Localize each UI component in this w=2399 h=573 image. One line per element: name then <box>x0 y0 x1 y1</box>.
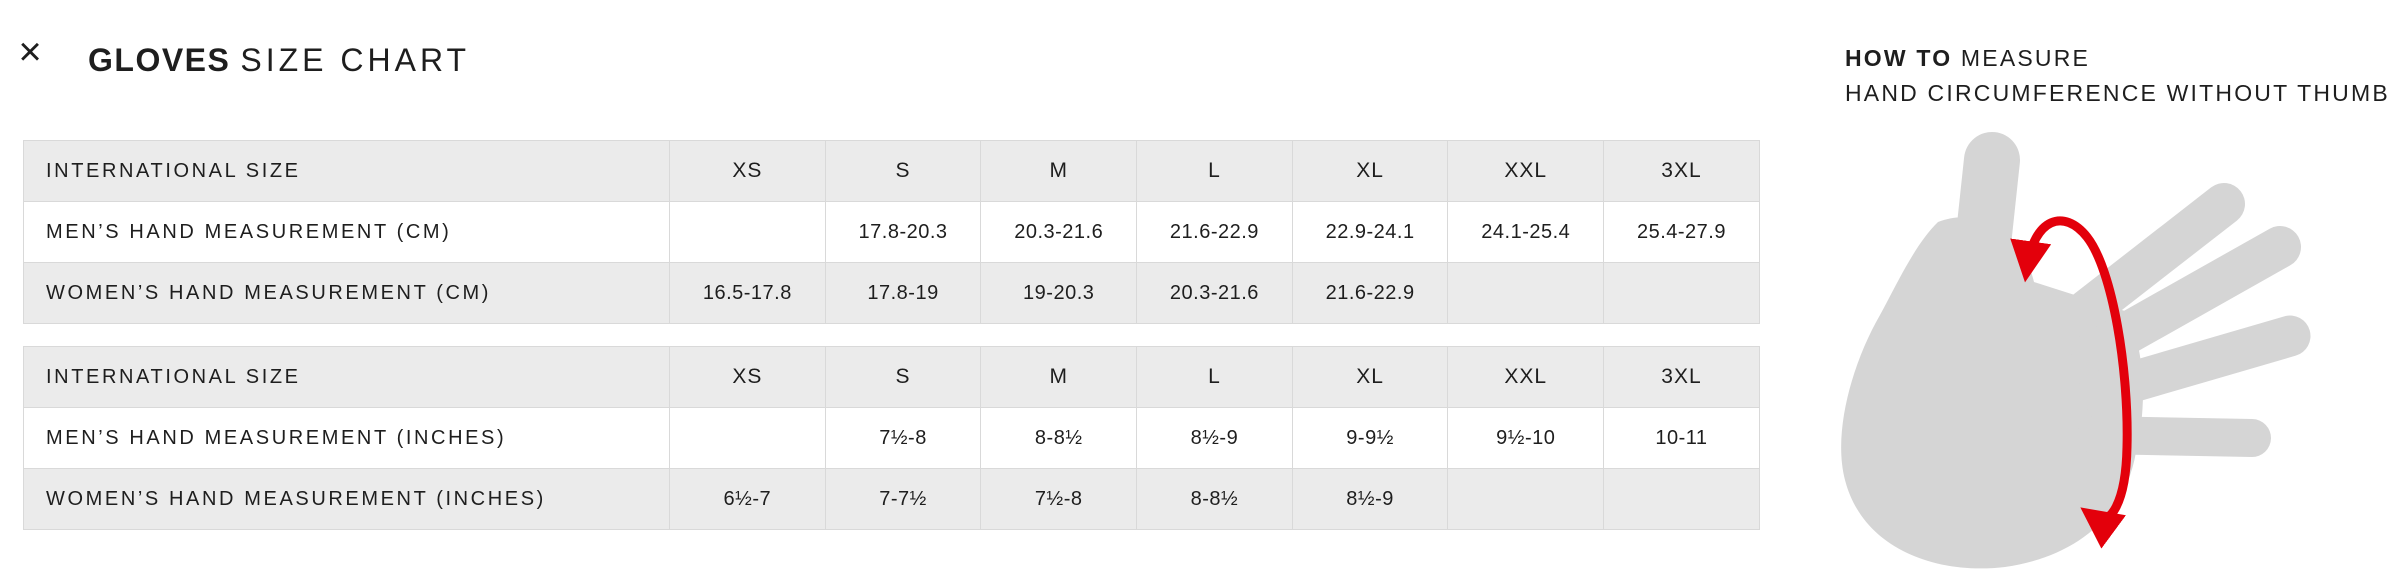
size-value-cell <box>1447 468 1605 530</box>
size-header-cell: S <box>824 140 982 202</box>
pinky-finger <box>2077 416 2271 457</box>
size-header-cell: M <box>980 140 1138 202</box>
size-header-cell: XXL <box>1447 346 1605 408</box>
corner-header-cell: INTERNATIONAL SIZE <box>23 140 670 202</box>
howto-line2: HAND CIRCUMFERENCE WITHOUT THUMB <box>1845 80 2390 106</box>
size-header-cell: XXL <box>1447 140 1605 202</box>
size-value-cell: 22.9-24.1 <box>1291 201 1449 263</box>
size-header-cell: XL <box>1291 346 1449 408</box>
table-row: WOMEN’S HAND MEASUREMENT (CM) 16.5-17.8 17… <box>23 262 1760 324</box>
size-value-cell: 7-7½ <box>824 468 982 530</box>
size-value-cell: 9-9½ <box>1291 407 1449 469</box>
size-header-cell: XS <box>669 346 826 408</box>
size-header-cell: 3XL <box>1603 346 1760 408</box>
page-title-bold: GLOVES <box>88 42 231 78</box>
close-icon[interactable]: × <box>8 30 52 74</box>
howto-heading: HOW TO MEASURE HAND CIRCUMFERENCE WITHOU… <box>1845 41 2390 111</box>
size-value-cell: 24.1-25.4 <box>1447 201 1605 263</box>
size-header-cell: M <box>980 346 1138 408</box>
size-value-cell <box>669 407 826 469</box>
row-label-cell: WOMEN’S HAND MEASUREMENT (INCHES) <box>23 468 670 530</box>
size-table-cm: INTERNATIONAL SIZE XS S M L XL XXL 3XL MEN’S HAN… <box>23 140 1760 324</box>
row-label-cell: MEN’S HAND MEASUREMENT (CM) <box>23 201 670 263</box>
hand-measure-illustration <box>1841 132 2311 569</box>
howto-line1: HOW TO MEASURE <box>1845 41 2390 76</box>
corner-header-cell: INTERNATIONAL SIZE <box>23 346 670 408</box>
size-value-cell: 19-20.3 <box>980 262 1138 324</box>
size-value-cell: 7½-8 <box>824 407 982 469</box>
size-value-cell: 20.3-21.6 <box>1136 262 1293 324</box>
size-header-cell: L <box>1136 346 1293 408</box>
size-value-cell: 16.5-17.8 <box>669 262 826 324</box>
table-row: MEN’S HAND MEASUREMENT (INCHES) 7½-8 8-8½ 8… <box>23 407 1760 469</box>
row-label-cell: WOMEN’S HAND MEASUREMENT (CM) <box>23 262 670 324</box>
ring-finger <box>2077 315 2311 413</box>
size-value-cell: 8-8½ <box>1136 468 1293 530</box>
page-title-rest: SIZE CHART <box>240 42 471 78</box>
size-header-cell: XS <box>669 140 826 202</box>
size-value-cell: 21.6-22.9 <box>1136 201 1293 263</box>
size-header-cell: 3XL <box>1603 140 1760 202</box>
size-tables: INTERNATIONAL SIZE XS S M L XL XXL 3XL MEN’S HAN… <box>23 140 1760 530</box>
size-header-cell: S <box>824 346 982 408</box>
size-value-cell: 20.3-21.6 <box>980 201 1138 263</box>
size-value-cell: 7½-8 <box>980 468 1138 530</box>
table-header-row: INTERNATIONAL SIZE XS S M L XL XXL 3XL <box>23 140 1760 202</box>
size-value-cell: 8½-9 <box>1136 407 1293 469</box>
howto-line1-rest: MEASURE <box>1952 45 2091 71</box>
size-value-cell <box>1603 262 1760 324</box>
howto-line1-bold: HOW TO <box>1845 45 1953 71</box>
page-title: GLOVES SIZE CHART <box>88 42 470 79</box>
size-value-cell: 25.4-27.9 <box>1603 201 1760 263</box>
measure-arrow <box>2010 216 2132 549</box>
size-value-cell: 10-11 <box>1603 407 1760 469</box>
size-header-cell: L <box>1136 140 1293 202</box>
size-value-cell <box>1447 262 1605 324</box>
table-row: MEN’S HAND MEASUREMENT (CM) 17.8-20.3 20.3… <box>23 201 1760 263</box>
size-value-cell: 9½-10 <box>1447 407 1605 469</box>
row-label-cell: MEN’S HAND MEASUREMENT (INCHES) <box>23 407 670 469</box>
size-header-cell: XL <box>1291 140 1449 202</box>
size-value-cell: 21.6-22.9 <box>1291 262 1449 324</box>
thumb <box>1952 132 2020 300</box>
table-row: WOMEN’S HAND MEASUREMENT (INCHES) 6½-7 7-7… <box>23 468 1760 530</box>
size-value-cell <box>669 201 826 263</box>
size-value-cell: 17.8-20.3 <box>824 201 982 263</box>
size-value-cell: 8-8½ <box>980 407 1138 469</box>
size-value-cell: 8½-9 <box>1291 468 1449 530</box>
size-value-cell: 6½-7 <box>669 468 826 530</box>
size-value-cell: 17.8-19 <box>824 262 982 324</box>
table-header-row: INTERNATIONAL SIZE XS S M L XL XXL 3XL <box>23 346 1760 408</box>
size-value-cell <box>1603 468 1760 530</box>
size-table-inches: INTERNATIONAL SIZE XS S M L XL XXL 3XL MEN’S HAN… <box>23 346 1760 530</box>
